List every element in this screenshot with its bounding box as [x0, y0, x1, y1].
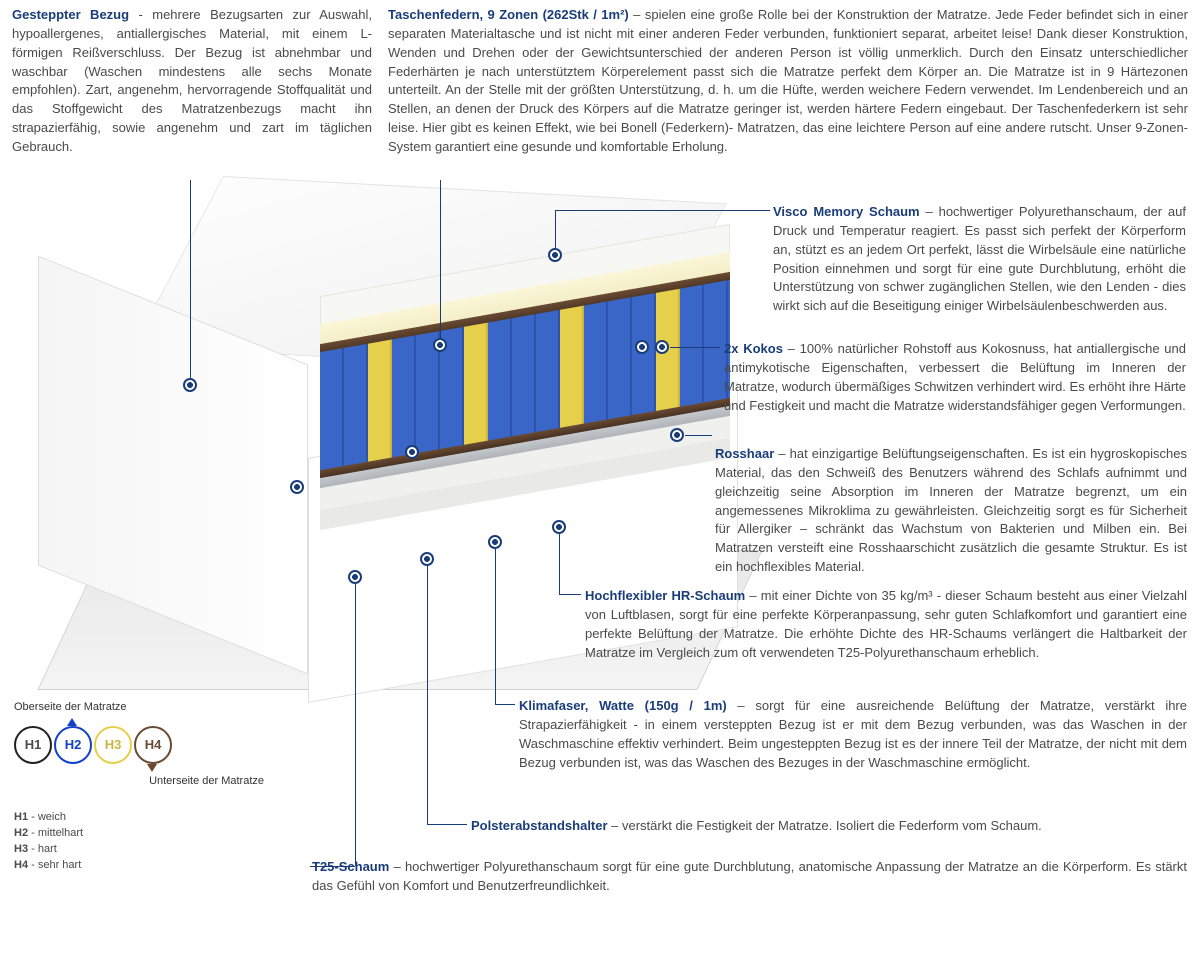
hardness-circles: H1 H2 H3 H4: [14, 726, 264, 764]
hkey-label: hart: [38, 843, 57, 855]
visco-title: Visco Memory Schaum: [773, 204, 920, 219]
t25-text: – hochwertiger Polyurethanschaum sorgt f…: [312, 859, 1187, 893]
callout-marker: [655, 340, 669, 354]
t25-title: T25-Schaum: [312, 859, 389, 874]
leader: [559, 534, 560, 594]
arrow-up-icon: [67, 718, 77, 726]
h2-code: H2: [65, 736, 82, 755]
callout-marker: [405, 445, 419, 459]
hkey-row: H1 - weich: [14, 810, 264, 826]
hr-title: Hochflexibler HR-Schaum: [585, 588, 745, 603]
callout-marker: [420, 552, 434, 566]
leader: [440, 180, 441, 340]
leader: [685, 435, 712, 436]
hkey-label: mittelhart: [38, 827, 83, 839]
hkey-code: H2: [14, 827, 28, 839]
callout-marker: [348, 570, 362, 584]
h4-code: H4: [145, 736, 162, 755]
hardness-legend: Oberseite der Matratze H1 H2 H3 H4 Unter…: [14, 700, 264, 874]
hkey-row: H4 - sehr hart: [14, 858, 264, 874]
leader: [495, 704, 515, 705]
leader: [427, 824, 467, 825]
visco-text: – hochwertiger Polyurethanschaum, der au…: [773, 204, 1186, 313]
feature-rosshaar: Rosshaar – hat einzigartige Belüftungsei…: [715, 445, 1187, 577]
feature-cover: Gesteppter Bezug - mehrere Bezugsarten z…: [12, 6, 372, 157]
cover-text: - mehrere Bezugsarten zur Auswahl, hypoa…: [12, 7, 372, 154]
feature-visco: Visco Memory Schaum – hochwertiger Polyu…: [773, 203, 1186, 316]
hkey-row: H2 - mittelhart: [14, 826, 264, 842]
cover-title: Gesteppter Bezug: [12, 7, 129, 22]
leader: [555, 210, 770, 211]
arrow-down-icon: [147, 764, 157, 772]
callout-marker: [548, 248, 562, 262]
callout-marker: [552, 520, 566, 534]
callout-marker: [433, 338, 447, 352]
leader: [495, 549, 496, 704]
feature-klimafaser: Klimafaser, Watte (150g / 1m) – sorgt fü…: [519, 697, 1187, 772]
leader: [427, 566, 428, 824]
feature-springs: Taschenfedern, 9 Zonen (262Stk / 1m²) – …: [388, 6, 1188, 157]
h1-code: H1: [25, 736, 42, 755]
hkey-code: H3: [14, 843, 28, 855]
feature-t25: T25-Schaum – hochwertiger Polyurethansch…: [312, 858, 1187, 896]
legend-bottom-label: Unterseite der Matratze: [14, 774, 264, 790]
hkey-label: sehr hart: [38, 859, 81, 871]
leader: [355, 584, 356, 866]
polster-text: – verstärkt die Festigkeit der Matratze.…: [608, 818, 1042, 833]
callout-marker: [635, 340, 649, 354]
callout-marker: [290, 480, 304, 494]
kokos-text: – 100% natürlicher Rohstoff aus Kokosnus…: [724, 341, 1186, 413]
hardness-h4: H4: [134, 726, 172, 764]
kokos-title: 2x Kokos: [724, 341, 783, 356]
hkey-code: H4: [14, 859, 28, 871]
hkey-code: H1: [14, 811, 28, 823]
legend-top-label: Oberseite der Matratze: [14, 700, 264, 716]
klimafaser-title: Klimafaser, Watte (150g / 1m): [519, 698, 727, 713]
feature-hr: Hochflexibler HR-Schaum – mit einer Dich…: [585, 587, 1187, 662]
hkey-row: H3 - hart: [14, 842, 264, 858]
callout-marker: [183, 378, 197, 392]
springs-text: – spielen eine große Rolle bei der Konst…: [388, 7, 1188, 154]
hardness-h3: H3: [94, 726, 132, 764]
feature-kokos: 2x Kokos – 100% natürlicher Rohstoff aus…: [724, 340, 1186, 415]
rosshaar-title: Rosshaar: [715, 446, 774, 461]
springs-title: Taschenfedern, 9 Zonen (262Stk / 1m²): [388, 7, 629, 22]
callout-marker: [670, 428, 684, 442]
leader: [670, 347, 720, 348]
hardness-h1: H1: [14, 726, 52, 764]
h3-code: H3: [105, 736, 122, 755]
leader: [555, 210, 556, 250]
top-row: Gesteppter Bezug - mehrere Bezugsarten z…: [0, 0, 1200, 157]
hardness-key-list: H1 - weich H2 - mittelhart H3 - hart H4 …: [14, 810, 264, 874]
hkey-label: weich: [38, 811, 66, 823]
leader: [190, 180, 191, 380]
rosshaar-text: – hat einzigartige Belüftungseigenschaft…: [715, 446, 1187, 574]
hardness-h2: H2: [54, 726, 92, 764]
callout-marker: [488, 535, 502, 549]
leader: [559, 594, 581, 595]
feature-polster: Polsterabstandshalter – verstärkt die Fe…: [471, 817, 1187, 836]
polster-title: Polsterabstandshalter: [471, 818, 608, 833]
